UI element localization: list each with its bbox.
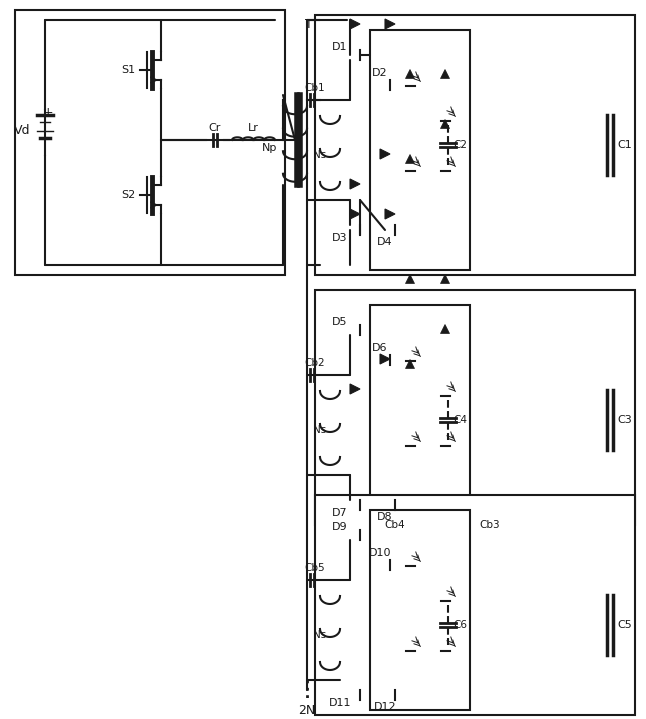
Polygon shape xyxy=(350,659,360,669)
Text: D6: D6 xyxy=(372,343,388,353)
Polygon shape xyxy=(385,209,395,219)
Text: D9: D9 xyxy=(332,522,348,532)
Bar xyxy=(315,495,635,715)
Text: Cb3: Cb3 xyxy=(480,520,500,530)
Text: Cr: Cr xyxy=(209,123,221,133)
Polygon shape xyxy=(406,360,415,369)
Bar xyxy=(315,15,635,275)
Text: Ns: Ns xyxy=(313,630,326,640)
Text: Cb1: Cb1 xyxy=(305,83,326,93)
Bar xyxy=(370,30,470,270)
Bar xyxy=(370,510,470,710)
Text: Np: Np xyxy=(262,143,277,153)
Polygon shape xyxy=(441,70,450,78)
Polygon shape xyxy=(441,119,450,129)
Text: D7: D7 xyxy=(332,508,348,518)
Polygon shape xyxy=(441,549,450,559)
Bar xyxy=(315,290,635,525)
Text: S1: S1 xyxy=(121,65,135,75)
Text: S2: S2 xyxy=(121,190,135,200)
Text: Ns: Ns xyxy=(313,150,326,160)
Polygon shape xyxy=(350,384,360,394)
Text: C6: C6 xyxy=(453,620,467,630)
Polygon shape xyxy=(380,149,390,159)
Text: C5: C5 xyxy=(618,620,632,630)
Text: D5: D5 xyxy=(332,317,348,327)
Text: Lr: Lr xyxy=(247,123,258,133)
Text: D10: D10 xyxy=(369,548,391,558)
Polygon shape xyxy=(406,70,415,78)
Text: 2N: 2N xyxy=(298,703,316,717)
Text: D2: D2 xyxy=(372,68,388,78)
Polygon shape xyxy=(385,19,395,29)
Polygon shape xyxy=(380,354,390,364)
Text: D1: D1 xyxy=(332,42,348,52)
Polygon shape xyxy=(406,634,415,644)
Text: Cb4: Cb4 xyxy=(384,520,405,530)
Text: C2: C2 xyxy=(453,140,467,150)
Polygon shape xyxy=(441,600,450,608)
Text: Vd: Vd xyxy=(14,124,30,137)
Polygon shape xyxy=(406,275,415,283)
Text: D4: D4 xyxy=(377,237,393,247)
Text: -: - xyxy=(46,134,50,147)
Polygon shape xyxy=(380,629,390,639)
Polygon shape xyxy=(441,324,450,334)
Polygon shape xyxy=(350,179,360,189)
Polygon shape xyxy=(350,19,360,29)
Text: D8: D8 xyxy=(377,512,393,522)
Text: C4: C4 xyxy=(453,415,467,425)
Text: Ns: Ns xyxy=(313,425,326,435)
Polygon shape xyxy=(350,484,360,494)
Polygon shape xyxy=(406,549,415,559)
Text: D11: D11 xyxy=(329,698,351,708)
Text: T: T xyxy=(305,19,313,32)
Text: C3: C3 xyxy=(618,415,632,425)
Polygon shape xyxy=(406,155,415,163)
Text: D12: D12 xyxy=(373,702,396,712)
Polygon shape xyxy=(441,275,450,283)
Text: +: + xyxy=(43,106,54,119)
Polygon shape xyxy=(350,209,360,219)
Polygon shape xyxy=(385,484,395,494)
Bar xyxy=(370,305,470,525)
Bar xyxy=(15,10,285,275)
Text: Cb2: Cb2 xyxy=(305,358,326,368)
Text: C1: C1 xyxy=(618,140,632,150)
Text: D3: D3 xyxy=(332,233,348,243)
Text: Cb5: Cb5 xyxy=(305,563,326,573)
